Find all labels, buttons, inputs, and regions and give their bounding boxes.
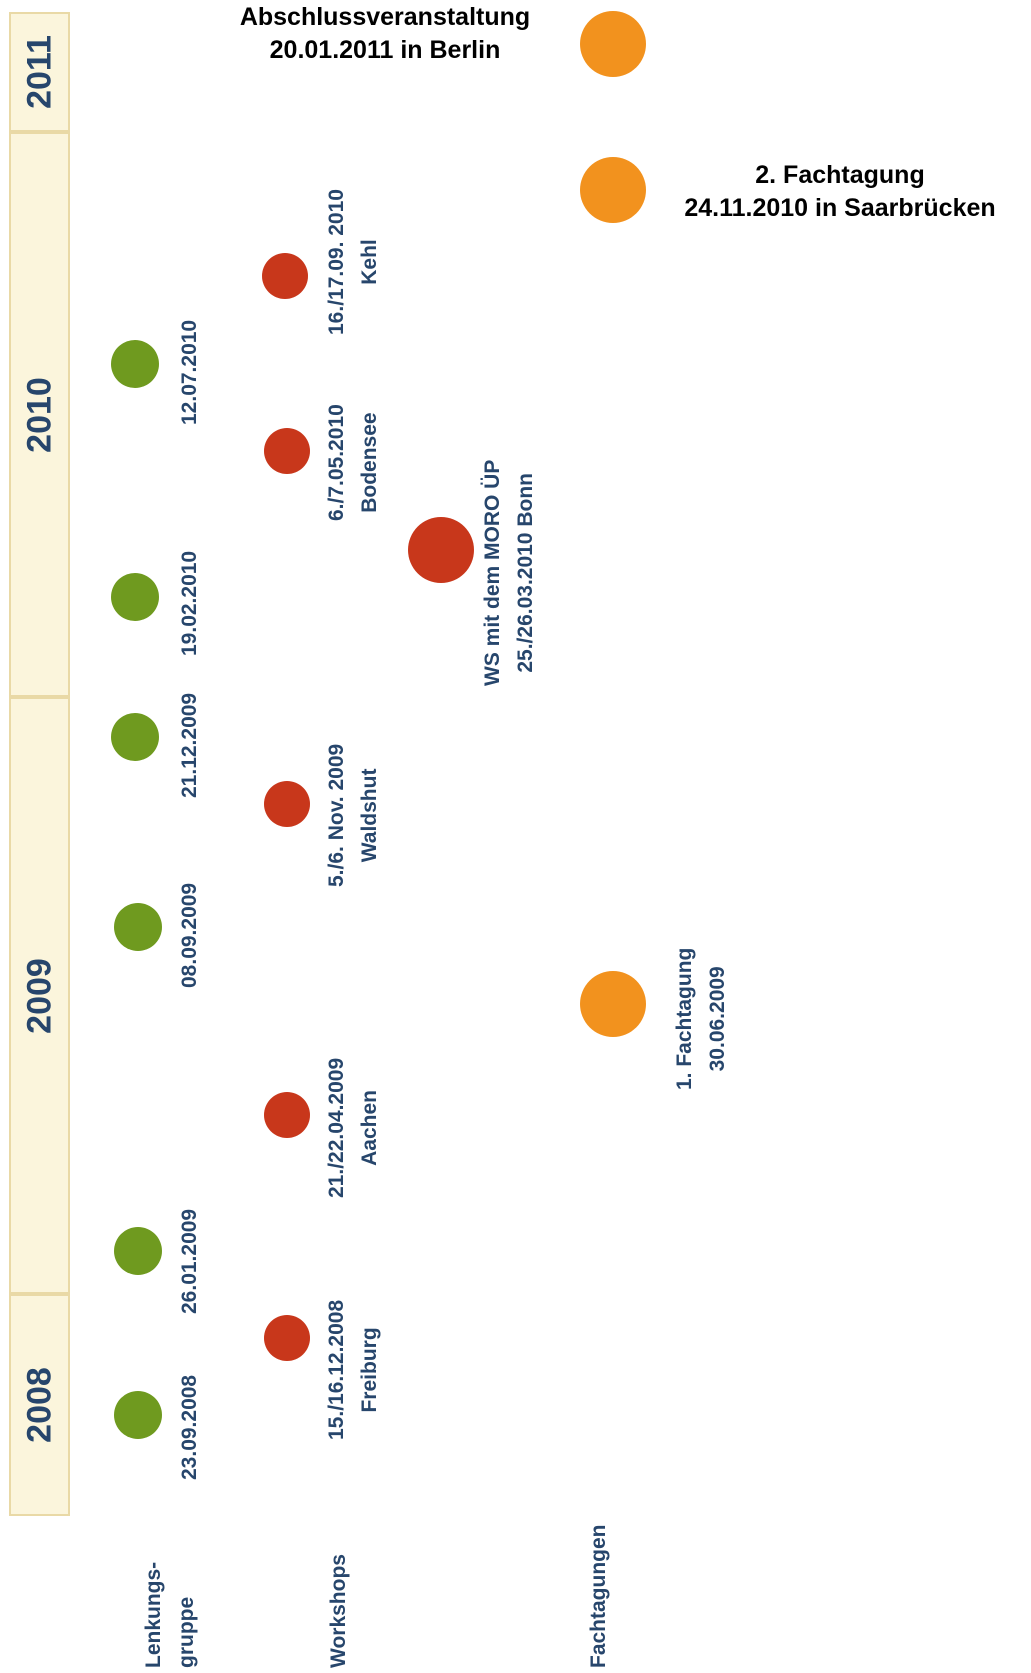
workshop-label-aachen: 21./22.04.2009 Aachen: [320, 1058, 386, 1198]
lenkungsgruppe-date-label: 23.09.2008: [178, 1374, 201, 1480]
lenkungsgruppe-dot-2010-07: [111, 340, 159, 388]
fachtagung-2-label: 2. Fachtagung 24.11.2010 in Saarbrücken: [655, 159, 1025, 225]
fachtagung-1-dot: [580, 971, 646, 1037]
workshop-label-freiburg: 15./16.12.2008 Freiburg: [320, 1300, 386, 1440]
fachtagung-1-date: 30.06.2009: [706, 966, 729, 1072]
workshop-date: 16./17.09. 2010: [325, 189, 348, 335]
row-label-workshops: Workshops: [327, 1554, 350, 1668]
year-segment-2008: 2008: [9, 1294, 70, 1516]
workshop-label-waldshut: 5./6. Nov. 2009 Waldshut: [320, 744, 386, 887]
year-label-2008: 2008: [20, 1367, 58, 1443]
moro-workshop-date: 25./26.03.2010 Bonn: [514, 473, 537, 673]
lenkungsgruppe-date-label: 19.02.2010: [178, 550, 201, 656]
workshop-place: Kehl: [358, 239, 381, 285]
lenkungsgruppe-dot-2010-02: [111, 573, 159, 621]
fachtagung-1-title: 1. Fachtagung: [673, 947, 696, 1090]
workshop-place: Aachen: [358, 1090, 381, 1166]
workshop-dot-freiburg: [264, 1315, 310, 1361]
abschluss-title: Abschlussveranstaltung: [239, 3, 531, 31]
fachtagung-2-title: 2. Fachtagung: [755, 161, 925, 189]
row-label-lenkungsgruppe: Lenkungs- gruppe: [137, 1562, 203, 1668]
workshop-dot-bodensee: [264, 428, 310, 474]
lenkungsgruppe-dot-2009-01: [114, 1227, 162, 1275]
moro-workshop-title: WS mit dem MORO ÜP: [481, 459, 504, 686]
lenkungsgruppe-dot-2009-12: [111, 713, 159, 761]
lenkungsgruppe-date-label: 08.09.2009: [178, 882, 201, 988]
workshop-date: 15./16.12.2008: [325, 1299, 348, 1440]
workshop-date: 21./22.04.2009: [325, 1057, 348, 1198]
year-segment-2011: 2011: [9, 12, 70, 132]
workshop-date: 6./7.05.2010: [325, 404, 348, 521]
workshop-place: Freiburg: [358, 1327, 381, 1413]
moro-workshop-dot: [408, 517, 474, 583]
abschluss-date: 20.01.2011 in Berlin: [269, 36, 501, 64]
lenkungsgruppe-date-label: 21.12.2009: [178, 692, 201, 798]
lenkungsgruppe-date-label: 26.01.2009: [178, 1208, 201, 1314]
row-label-lenkungsgruppe-line1: Lenkungs-: [142, 1561, 165, 1668]
workshop-date: 5./6. Nov. 2009: [325, 743, 348, 887]
workshop-label-kehl: 16./17.09. 2010 Kehl: [320, 189, 386, 335]
lenkungsgruppe-dot-2009-09: [114, 903, 162, 951]
lenkungsgruppe-date-label: 12.07.2010: [178, 319, 201, 425]
year-segment-2010: 2010: [9, 132, 70, 697]
year-label-2009: 2009: [20, 957, 58, 1034]
row-label-lenkungsgruppe-line2: gruppe: [175, 1596, 198, 1668]
workshop-dot-kehl: [262, 253, 308, 299]
year-label-2011: 2011: [20, 35, 58, 109]
workshop-place: Bodensee: [358, 412, 381, 513]
workshop-place: Waldshut: [358, 768, 381, 863]
abschluss-label: Abschlussveranstaltung 20.01.2011 in Ber…: [190, 1, 580, 67]
fachtagung-2-date: 24.11.2010 in Saarbrücken: [684, 194, 996, 222]
fachtagung-2-dot: [580, 157, 646, 223]
row-label-fachtagungen: Fachtagungen: [587, 1524, 610, 1668]
year-label-2010: 2010: [20, 376, 58, 453]
year-segment-2009: 2009: [9, 697, 70, 1294]
abschluss-dot: [580, 11, 646, 77]
workshop-label-bodensee: 6./7.05.2010 Bodensee: [320, 404, 386, 521]
workshop-dot-waldshut: [264, 781, 310, 827]
workshop-dot-aachen: [264, 1092, 310, 1138]
lenkungsgruppe-dot-2008-09: [114, 1391, 162, 1439]
moro-workshop-label: WS mit dem MORO ÜP 25./26.03.2010 Bonn: [476, 460, 542, 686]
fachtagung-1-label: 1. Fachtagung 30.06.2009: [668, 948, 734, 1090]
